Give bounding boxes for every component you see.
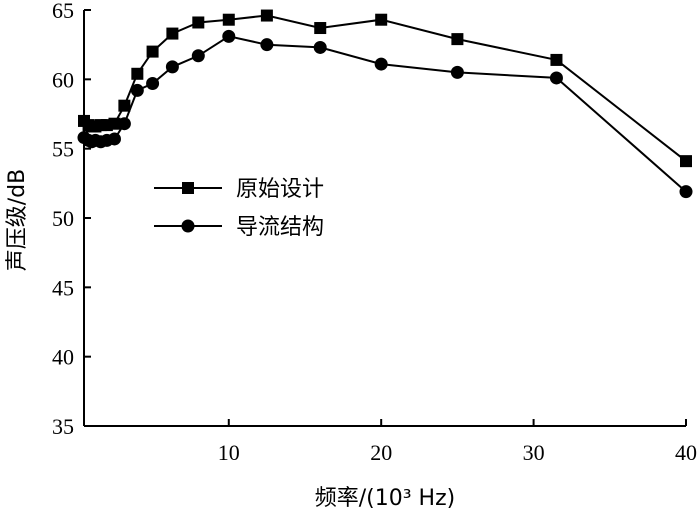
data-point (108, 117, 121, 130)
series-1 (78, 9, 692, 168)
data-point (146, 45, 159, 58)
x-tick-label: 30 (523, 440, 545, 465)
data-point (107, 132, 121, 146)
data-point (451, 33, 464, 46)
data-point (260, 38, 274, 52)
data-point (191, 49, 205, 63)
y-tick-label: 65 (52, 0, 74, 23)
legend-marker (182, 182, 194, 194)
legend-item-1: 原始设计 (154, 177, 324, 202)
y-axis-ticks: 35 40 45 50 55 60 65 (52, 0, 91, 439)
y-tick-label: 40 (52, 345, 74, 370)
data-point (450, 65, 464, 79)
data-point (313, 40, 327, 54)
data-point (375, 13, 388, 26)
data-point (117, 117, 131, 131)
legend-item-2: 导流结构 (154, 215, 324, 240)
data-point (374, 57, 388, 71)
data-point (100, 119, 113, 132)
y-tick-label: 35 (52, 414, 74, 439)
data-point (679, 185, 693, 199)
x-axis-ticks: 10 20 30 40 (218, 419, 697, 465)
series-layer (77, 9, 693, 199)
data-point (146, 76, 160, 90)
legend-label: 原始设计 (236, 177, 324, 202)
legend-label: 导流结构 (236, 215, 324, 240)
series-2 (77, 29, 693, 199)
data-point (549, 71, 563, 85)
data-point (118, 99, 131, 112)
data-point (222, 29, 236, 43)
data-point (192, 16, 205, 29)
data-point (131, 67, 144, 80)
data-point (680, 155, 692, 168)
y-tick-label: 55 (52, 137, 74, 162)
data-point (260, 9, 273, 22)
y-tick-label: 60 (52, 67, 74, 92)
legend-marker (181, 219, 195, 233)
data-point (314, 22, 327, 35)
data-point (166, 27, 179, 40)
y-tick-label: 45 (52, 275, 74, 300)
x-tick-label: 20 (370, 440, 392, 465)
y-axis-title: 声压级/dB (5, 169, 30, 271)
x-tick-label: 10 (218, 440, 240, 465)
data-point (94, 119, 107, 132)
x-axis-title: 频率/(10³ Hz) (315, 486, 455, 511)
data-point (222, 13, 235, 26)
data-point (130, 83, 144, 97)
x-tick-label: 40 (675, 440, 697, 465)
y-tick-label: 50 (52, 206, 74, 231)
data-point (550, 53, 563, 66)
data-point (165, 60, 179, 74)
